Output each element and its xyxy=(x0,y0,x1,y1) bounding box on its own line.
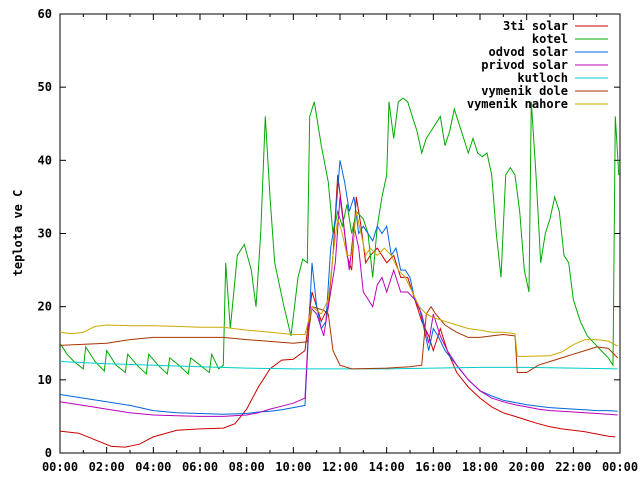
legend-label: vymenik dole xyxy=(481,84,568,98)
x-tick-label: 12:00 xyxy=(322,460,358,474)
legend-label: privod solar xyxy=(481,58,568,72)
y-tick-label: 10 xyxy=(38,373,52,387)
y-axis: 0 10 20 30 40 50 60 xyxy=(38,7,620,460)
y-tick-label: 30 xyxy=(38,227,52,241)
x-axis: 00:00 02:00 04:00 06:00 08:00 10:00 12:00 14:00… xyxy=(42,14,638,474)
series-line-7 xyxy=(59,211,618,357)
legend-label: kutloch xyxy=(517,71,568,85)
series-line-6 xyxy=(59,305,619,373)
x-tick-label: 00:00 xyxy=(602,460,638,474)
legend-label: 3ti solar xyxy=(503,19,568,33)
x-tick-label: 14:00 xyxy=(369,460,405,474)
series-line-2 xyxy=(59,97,620,376)
series-line-5 xyxy=(59,361,618,370)
legend-label: odvod solar xyxy=(489,45,568,59)
x-tick-label: 16:00 xyxy=(415,460,451,474)
y-tick-label: 40 xyxy=(38,153,52,167)
y-tick-label: 50 xyxy=(38,80,52,94)
x-tick-label: 08:00 xyxy=(229,460,265,474)
x-tick-label: 06:00 xyxy=(182,460,218,474)
x-tick-label: 10:00 xyxy=(275,460,311,474)
x-tick-label: 20:00 xyxy=(509,460,545,474)
x-tick-label: 02:00 xyxy=(89,460,125,474)
x-tick-label: 18:00 xyxy=(462,460,498,474)
legend-label: vymenik nahore xyxy=(467,97,568,111)
y-tick-label: 0 xyxy=(45,446,52,460)
y-axis-label: teplota ve C xyxy=(11,190,25,277)
series-line-3 xyxy=(59,160,618,415)
x-tick-label: 00:00 xyxy=(42,460,78,474)
x-tick-label: 22:00 xyxy=(555,460,591,474)
x-tick-label: 04:00 xyxy=(135,460,171,474)
series-line-1 xyxy=(59,174,616,448)
legend-label: kotel xyxy=(532,32,568,46)
series-lines xyxy=(59,97,620,448)
y-tick-label: 60 xyxy=(38,7,52,21)
series-line-4 xyxy=(59,196,618,417)
y-tick-label: 20 xyxy=(38,300,52,314)
